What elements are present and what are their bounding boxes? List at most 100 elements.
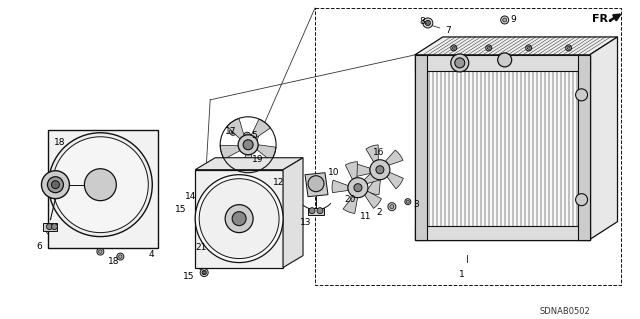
Circle shape — [388, 203, 396, 211]
Polygon shape — [229, 181, 250, 205]
Circle shape — [583, 105, 586, 109]
Circle shape — [147, 133, 154, 141]
Polygon shape — [195, 158, 303, 170]
Circle shape — [354, 184, 362, 192]
Circle shape — [99, 250, 102, 253]
Circle shape — [202, 271, 206, 275]
Circle shape — [118, 255, 122, 258]
Text: 5: 5 — [251, 131, 257, 140]
Polygon shape — [105, 196, 129, 229]
Circle shape — [451, 54, 468, 72]
Circle shape — [498, 53, 512, 67]
Circle shape — [486, 45, 492, 51]
Circle shape — [581, 184, 588, 191]
Polygon shape — [113, 162, 145, 183]
Circle shape — [527, 47, 530, 49]
Circle shape — [575, 89, 588, 101]
Circle shape — [51, 181, 60, 189]
Circle shape — [238, 135, 258, 155]
Polygon shape — [49, 130, 158, 248]
Circle shape — [426, 20, 430, 26]
Circle shape — [232, 130, 235, 134]
Text: 16: 16 — [373, 148, 385, 157]
Polygon shape — [252, 119, 271, 138]
Text: 3: 3 — [413, 200, 419, 209]
Circle shape — [423, 18, 433, 28]
Polygon shape — [332, 180, 348, 193]
Circle shape — [42, 171, 69, 199]
Circle shape — [198, 258, 202, 261]
Polygon shape — [202, 191, 228, 216]
Text: 17: 17 — [225, 127, 237, 136]
Polygon shape — [195, 170, 283, 268]
Polygon shape — [220, 145, 240, 159]
Circle shape — [418, 65, 422, 69]
Text: 6: 6 — [36, 241, 42, 251]
Polygon shape — [415, 55, 589, 240]
Circle shape — [455, 58, 465, 68]
Circle shape — [225, 205, 253, 233]
Polygon shape — [44, 223, 58, 231]
Circle shape — [418, 186, 422, 189]
Circle shape — [417, 224, 423, 231]
Text: 15: 15 — [183, 271, 195, 280]
Circle shape — [245, 134, 249, 137]
Circle shape — [196, 174, 204, 181]
Circle shape — [117, 253, 124, 260]
Circle shape — [417, 184, 423, 191]
Circle shape — [405, 199, 411, 205]
Text: 18: 18 — [54, 138, 66, 147]
Circle shape — [417, 104, 423, 111]
Text: 11: 11 — [360, 211, 371, 221]
Text: 10: 10 — [328, 168, 339, 177]
Circle shape — [500, 16, 509, 24]
Text: 12: 12 — [273, 178, 284, 187]
Text: 19: 19 — [252, 155, 264, 164]
Text: SDNAB0502: SDNAB0502 — [540, 308, 590, 316]
Circle shape — [426, 20, 430, 26]
Polygon shape — [589, 37, 618, 240]
Circle shape — [370, 160, 390, 180]
Polygon shape — [257, 145, 276, 161]
Polygon shape — [364, 169, 383, 184]
Polygon shape — [227, 118, 244, 139]
Circle shape — [309, 208, 315, 214]
Circle shape — [418, 145, 422, 149]
Polygon shape — [415, 226, 589, 240]
Polygon shape — [343, 196, 358, 213]
Circle shape — [452, 47, 455, 49]
Circle shape — [97, 248, 104, 255]
Polygon shape — [248, 192, 276, 214]
Circle shape — [275, 174, 282, 181]
Polygon shape — [305, 173, 328, 197]
Polygon shape — [385, 150, 403, 165]
Polygon shape — [104, 143, 134, 173]
Circle shape — [276, 258, 280, 261]
Circle shape — [317, 208, 323, 214]
Circle shape — [348, 178, 368, 198]
Circle shape — [230, 128, 237, 135]
Text: 20: 20 — [344, 195, 355, 204]
Circle shape — [418, 105, 422, 109]
Circle shape — [525, 45, 532, 51]
Circle shape — [390, 205, 394, 209]
Polygon shape — [240, 154, 255, 173]
Circle shape — [451, 45, 457, 51]
Polygon shape — [79, 199, 102, 230]
Polygon shape — [365, 191, 381, 208]
Text: 15: 15 — [175, 205, 187, 214]
Circle shape — [417, 63, 423, 70]
Circle shape — [581, 104, 588, 111]
Text: 21: 21 — [195, 242, 207, 252]
Circle shape — [417, 144, 423, 151]
Text: 2: 2 — [376, 208, 382, 217]
Text: 1: 1 — [459, 270, 465, 278]
Polygon shape — [415, 55, 589, 71]
Circle shape — [567, 47, 570, 49]
Circle shape — [232, 211, 246, 226]
Circle shape — [200, 269, 208, 277]
Polygon shape — [283, 158, 303, 268]
Circle shape — [502, 18, 507, 22]
Circle shape — [575, 194, 588, 206]
Polygon shape — [202, 223, 230, 245]
